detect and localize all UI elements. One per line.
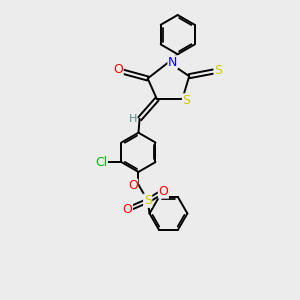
Text: H: H: [128, 114, 137, 124]
Text: N: N: [168, 56, 177, 69]
Text: Cl: Cl: [95, 156, 107, 169]
Text: S: S: [182, 94, 190, 107]
Text: O: O: [113, 63, 123, 76]
Text: O: O: [122, 203, 132, 216]
Text: S: S: [144, 194, 152, 207]
Text: O: O: [158, 185, 168, 198]
Text: S: S: [214, 64, 222, 77]
Text: O: O: [128, 179, 138, 192]
